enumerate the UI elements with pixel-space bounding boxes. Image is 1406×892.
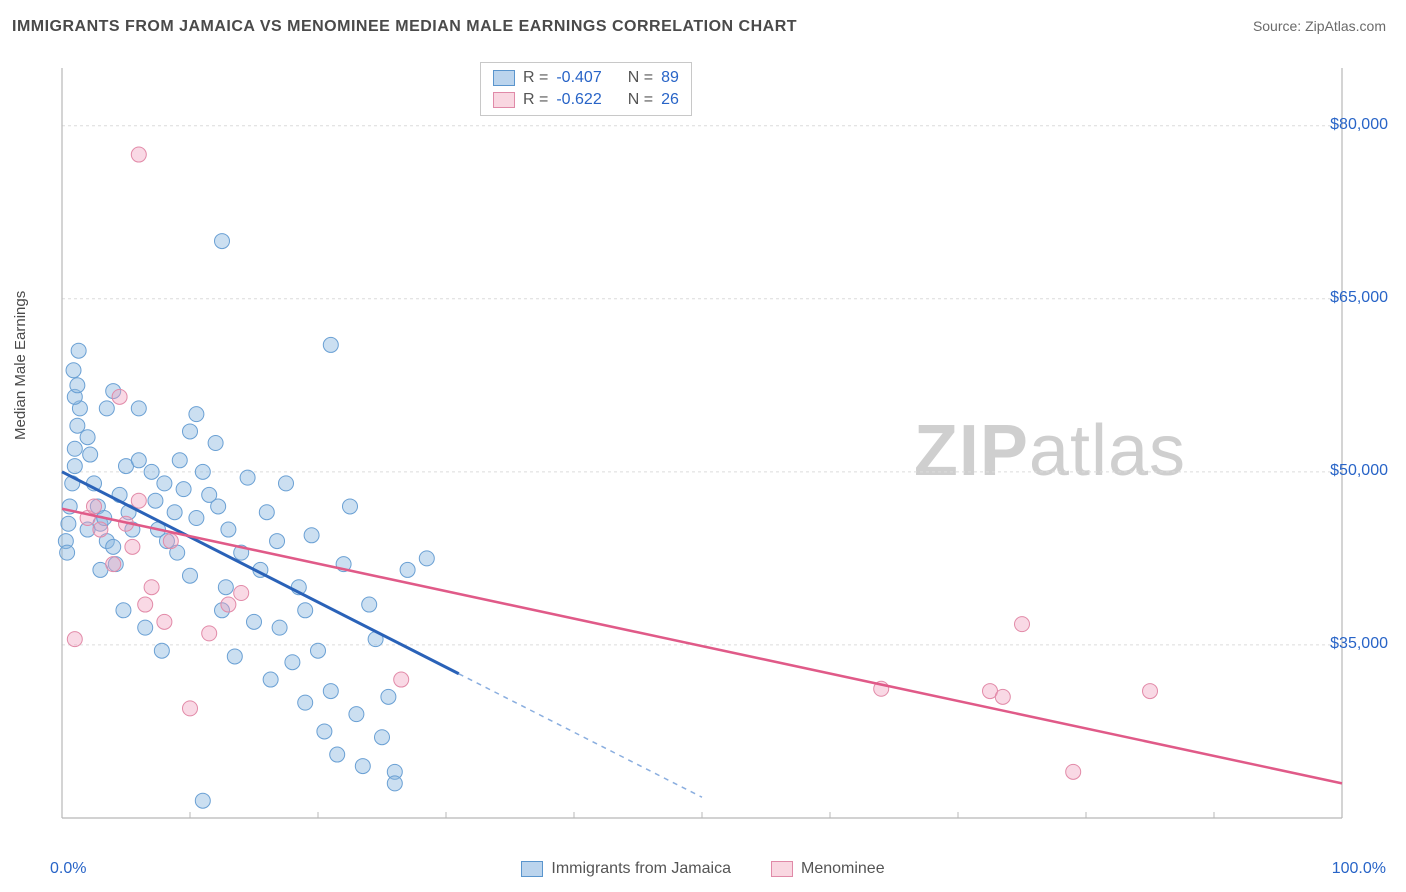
source-label: Source:: [1253, 18, 1301, 34]
r-value-menominee: -0.622: [556, 91, 601, 109]
y-axis-label: Median Male Earnings: [12, 291, 29, 440]
legend-row-jamaica: R = -0.407 N = 89: [493, 67, 679, 89]
y-tick-label: $65,000: [1330, 289, 1388, 307]
legend-item-menominee: Menominee: [771, 860, 885, 878]
y-tick-label: $80,000: [1330, 116, 1388, 134]
y-tick-label: $35,000: [1330, 635, 1388, 653]
n-value-jamaica: 89: [661, 69, 679, 87]
source-attribution: Source: ZipAtlas.com: [1253, 18, 1386, 34]
scatter-chart-svg: [52, 58, 1392, 828]
series-legend: Immigrants from Jamaica Menominee: [0, 860, 1406, 878]
chart-title: IMMIGRANTS FROM JAMAICA VS MENOMINEE MED…: [12, 18, 797, 36]
legend-label-menominee: Menominee: [801, 860, 885, 878]
legend-row-menominee: R = -0.622 N = 26: [493, 89, 679, 111]
legend-item-jamaica: Immigrants from Jamaica: [521, 860, 731, 878]
n-value-menominee: 26: [661, 91, 679, 109]
r-value-jamaica: -0.407: [556, 69, 601, 87]
legend-label-jamaica: Immigrants from Jamaica: [551, 860, 731, 878]
y-tick-label: $50,000: [1330, 462, 1388, 480]
n-label: N =: [628, 91, 653, 109]
r-label: R =: [523, 91, 548, 109]
source-link[interactable]: ZipAtlas.com: [1305, 18, 1386, 34]
swatch-pink-icon: [493, 92, 515, 108]
chart-plot-area: [52, 58, 1392, 828]
swatch-blue-icon: [493, 70, 515, 86]
swatch-pink-icon: [771, 861, 793, 877]
n-label: N =: [628, 69, 653, 87]
swatch-blue-icon: [521, 861, 543, 877]
r-label: R =: [523, 69, 548, 87]
correlation-legend-box: R = -0.407 N = 89 R = -0.622 N = 26: [480, 62, 692, 116]
